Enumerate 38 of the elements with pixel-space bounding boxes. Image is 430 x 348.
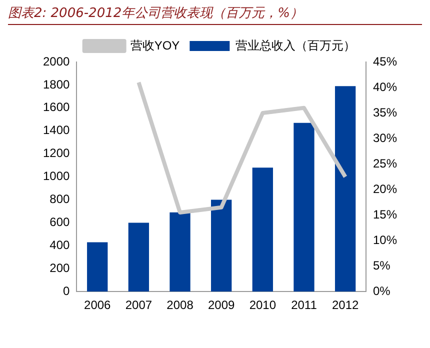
bar [170, 212, 190, 292]
chart-title: 图表2: 2006-2012年公司营收表现（百万元，%） [8, 5, 303, 22]
y2-tick-label: 10% [372, 232, 398, 247]
y2-tick-label: 45% [372, 54, 398, 68]
y-tick-label: 200 [50, 260, 70, 275]
legend-label: 营业总收入（百万元） [236, 38, 356, 52]
bar [252, 168, 273, 292]
y-tick-label: 1400 [42, 123, 70, 138]
x-tick-label: 2006 [84, 298, 112, 312]
bar [294, 122, 314, 292]
y-tick-label: 1600 [42, 100, 70, 114]
x-tick-label: 2007 [125, 298, 152, 312]
y2-tick-label: 35% [372, 105, 398, 120]
x-tick-label: 2010 [249, 298, 276, 312]
y-tick-label: 1000 [42, 169, 70, 184]
bar [128, 222, 150, 292]
x-tick-label: 2011 [291, 298, 318, 312]
y-tick-label: 1200 [42, 146, 70, 160]
y2-tick-label: 5% [372, 258, 391, 272]
x-tick-label: 2009 [208, 298, 236, 312]
bar [334, 86, 356, 292]
y2-tick-label: 15% [372, 207, 398, 222]
y2-tick-label: 40% [372, 80, 398, 94]
y-tick-label: 1800 [42, 77, 70, 92]
y-tick-label: 2000 [42, 54, 70, 68]
y-tick-label: 600 [50, 215, 70, 230]
y2-tick-label: 0% [372, 284, 391, 298]
y-tick-label: 0 [63, 284, 70, 298]
legend-label: 营收YOY [130, 38, 180, 52]
bar [211, 200, 232, 292]
y2-tick-label: 25% [372, 156, 398, 170]
bar [87, 242, 108, 292]
y2-tick-label: 30% [372, 130, 398, 145]
x-tick-label: 2012 [332, 298, 359, 312]
y-tick-label: 400 [50, 238, 70, 252]
y2-tick-label: 20% [372, 182, 398, 196]
x-tick-label: 2008 [166, 298, 194, 312]
y-tick-label: 800 [50, 192, 70, 206]
